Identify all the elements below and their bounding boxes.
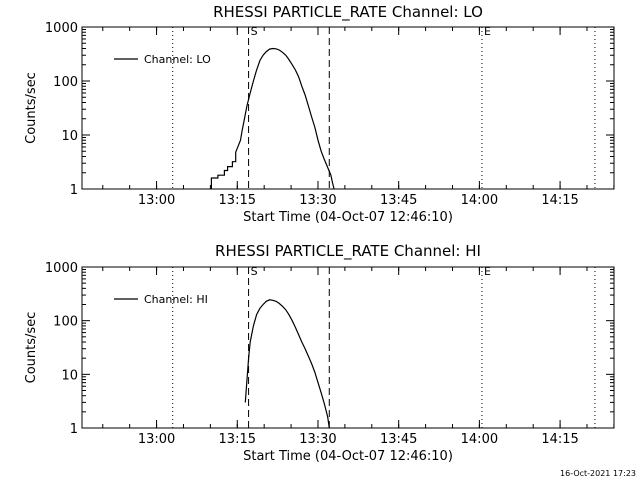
marker-label: S [251,265,258,278]
data-series-line [244,299,330,429]
plot-frame [81,26,615,190]
y-tick-label: 1 [70,422,78,437]
x-axis-label: Start Time (04-Oct-07 12:46:10) [243,210,453,225]
x-tick-label: 14:00 [461,432,498,447]
y-tick-label: 1000 [45,261,78,276]
footer-timestamp: 16-Oct-2021 17:23 [560,469,636,478]
x-tick-label: 13:45 [380,432,417,447]
x-tick-label: 13:00 [138,193,175,208]
marker-label: S [251,25,258,38]
y-tick-label: 10 [61,129,78,144]
y-tick-label: 100 [53,315,78,330]
chart-panel-2: RHESSI PARTICLE_RATE Channel: HI 13:00 13:… [24,242,615,464]
chart-title: RHESSI PARTICLE_RATE Channel: HI [215,242,481,261]
y-axis-label: Counts/sec [24,312,39,384]
data-series-line [210,47,335,190]
x-tick-label: 14:15 [541,193,578,208]
x-tick-label: 14:00 [461,193,498,208]
y-tick-label: 1 [70,183,78,198]
marker-label: E [484,265,491,278]
x-tick-label: 13:15 [219,193,256,208]
plot-frame [81,266,615,429]
x-tick-label: 13:30 [299,193,336,208]
x-tick-label: 13:15 [219,432,256,447]
x-axis-label: Start Time (04-Oct-07 12:46:10) [243,449,453,464]
marker-label: E [484,25,491,38]
legend-label: Channel: HI [144,293,208,306]
x-tick-label: 13:00 [138,432,175,447]
legend-label: Channel: LO [144,53,211,66]
y-tick-label: 100 [53,75,78,90]
y-tick-label: 1000 [45,21,78,36]
x-tick-label: 13:45 [380,193,417,208]
x-tick-label: 13:30 [299,432,336,447]
chart-panel-1: RHESSI PARTICLE_RATE Channel: LO 13:00 13:… [24,3,615,225]
y-axis-label: Counts/sec [24,72,39,144]
y-tick-label: 10 [61,368,78,383]
chart-title: RHESSI PARTICLE_RATE Channel: LO [213,3,483,22]
x-tick-label: 14:15 [541,432,578,447]
